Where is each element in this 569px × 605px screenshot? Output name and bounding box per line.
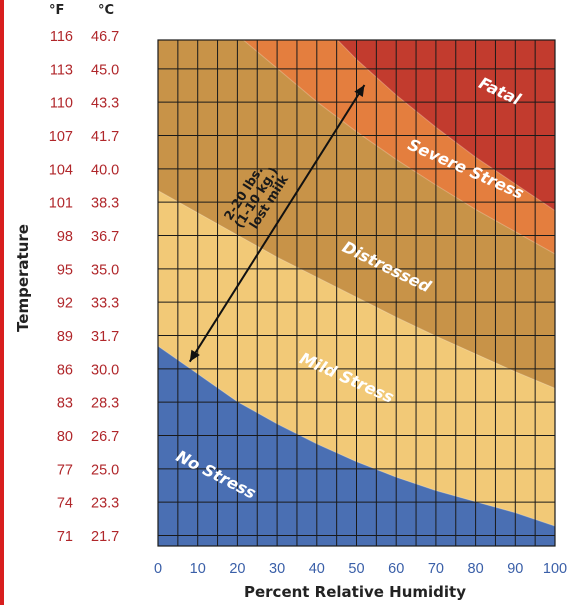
y-tick-fahrenheit: 101 [49,196,73,212]
y-tick-fahrenheit: 98 [57,229,73,245]
y-tick-fahrenheit: 95 [57,262,73,278]
x-tick: 20 [229,561,245,577]
y-tick-fahrenheit: 86 [57,362,73,378]
zone-fatal [337,40,555,211]
y-tick-celsius: 26.7 [91,429,119,445]
y-tick-celsius: 43.3 [91,96,119,112]
zone-layer [158,40,555,546]
y-tick-fahrenheit: 110 [50,96,73,112]
y-tick-celsius: 25.0 [91,462,119,478]
y-tick-celsius: 28.3 [91,396,119,412]
x-axis-label: Percent Relative Humidity [243,583,466,601]
plot-frame [157,39,556,547]
x-tick: 30 [269,561,285,577]
annotation-arrow-line [188,84,366,363]
y-tick-fahrenheit: 71 [57,529,73,545]
y-tick-fahrenheit: 107 [49,129,73,145]
y-tick-celsius: 31.7 [91,329,119,345]
annotation-arrowhead-top [354,85,365,97]
y-tick-fahrenheit: 89 [57,329,73,345]
x-tick: 90 [507,561,523,577]
y-tick-fahrenheit: 74 [57,496,73,512]
x-tick: 0 [154,561,162,577]
y-tick-celsius: 23.3 [91,496,119,512]
x-tick: 70 [428,561,444,577]
x-tick: 10 [190,561,206,577]
y-tick-celsius: 36.7 [91,229,119,245]
y-tick-fahrenheit: 116 [50,29,73,45]
y-tick-celsius: 40.0 [91,162,119,178]
fahrenheit-unit-label: °F [49,3,65,18]
y-tick-celsius: 46.7 [91,29,119,45]
y-tick-fahrenheit: 104 [49,162,73,178]
tick-layer: 116 46.7 113 45.0 110 43.3 107 41.7 104 40.0 101 38… [49,29,567,577]
x-tick: 50 [348,561,364,577]
left-edge-bar [0,0,4,605]
x-tick: 40 [309,561,325,577]
y-tick-fahrenheit: 92 [57,296,73,312]
y-tick-celsius: 35.0 [91,262,119,278]
x-tick: 60 [388,561,404,577]
y-tick-celsius: 30.0 [91,362,119,378]
y-tick-fahrenheit: 83 [57,396,73,412]
x-tick: 100 [543,561,567,577]
y-tick-fahrenheit: 113 [50,62,73,78]
grid-layer [157,39,556,547]
x-tick: 80 [468,561,484,577]
y-tick-celsius: 41.7 [91,129,119,145]
y-tick-celsius: 21.7 [91,529,119,545]
y-tick-celsius: 38.3 [91,196,119,212]
y-tick-celsius: 33.3 [91,296,119,312]
celsius-unit-label: °C [98,3,115,18]
y-tick-celsius: 45.0 [91,62,119,78]
y-tick-fahrenheit: 77 [57,462,73,478]
annotation-arrowhead-bottom [189,349,200,362]
y-tick-fahrenheit: 80 [57,429,73,445]
